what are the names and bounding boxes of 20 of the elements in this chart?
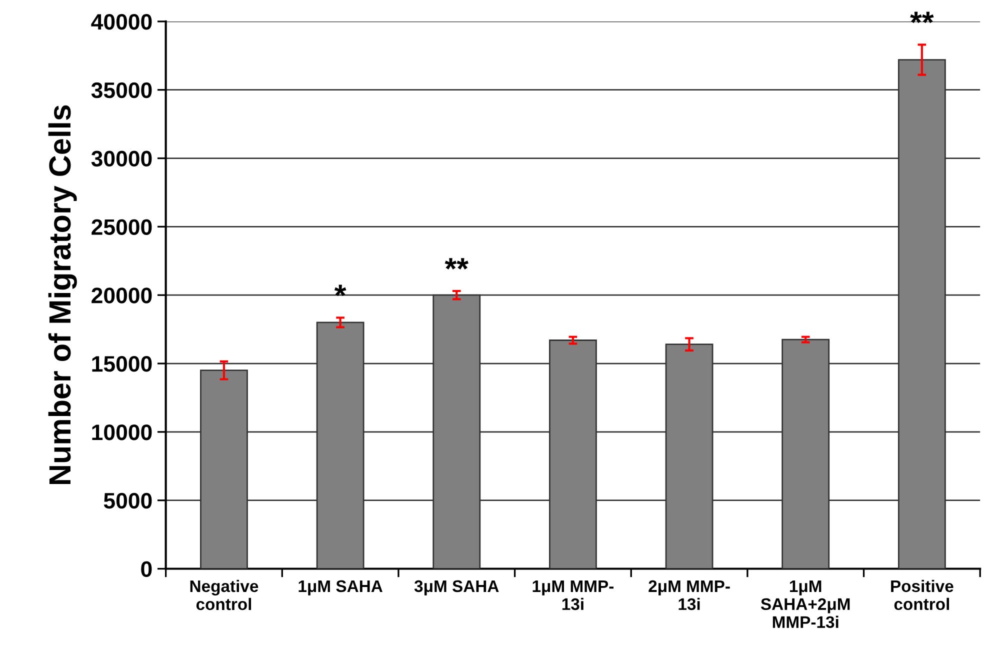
- y-tick-label: 25000: [92, 219, 152, 235]
- x-tick-label: 3μM SAHA: [414, 580, 499, 596]
- annotation: **: [910, 12, 934, 24]
- x-tick-label: 1μM SAHA+2μM MMP-13i: [760, 580, 850, 628]
- y-tick-label: 5000: [104, 492, 152, 509]
- x-tick-label: Positive control: [891, 580, 954, 610]
- annotation: *: [334, 284, 346, 296]
- y-axis-title: Number of Migratory Cells: [48, 105, 77, 484]
- x-tick-label: 1μM MMP- 13i: [532, 580, 614, 610]
- y-tick-label: 40000: [91, 14, 152, 30]
- y-tick-label: 20000: [92, 288, 152, 304]
- y-tick-label: 30000: [91, 150, 152, 167]
- y-tick-label: 10000: [92, 424, 152, 440]
- annotation: **: [444, 258, 468, 270]
- x-tick-label: Negative control: [190, 580, 258, 610]
- y-tick-label: 35000: [91, 82, 152, 98]
- y-tick-label: 0: [141, 561, 152, 578]
- x-tick-label: 1μM SAHA: [298, 580, 382, 596]
- y-tick-label: 15000: [92, 356, 152, 372]
- x-tick-label: 2μM MMP- 13i: [648, 580, 730, 610]
